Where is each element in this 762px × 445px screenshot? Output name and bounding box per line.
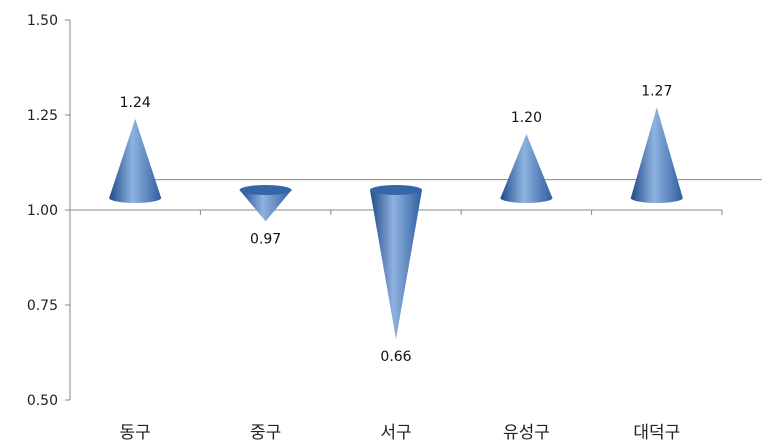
chart-labels: 1.24 동구 0.97 중구 0.66 서구 1.20 유성구 1.27 대덕구 (120, 83, 681, 443)
cone-body (630, 107, 683, 198)
cone-body (109, 118, 162, 198)
cone-mark (239, 185, 292, 222)
y-tick-label: 1.25 (27, 108, 58, 124)
y-tick-label: 0.75 (27, 298, 58, 314)
data-label: 0.66 (380, 349, 411, 365)
cone-marks (109, 107, 683, 340)
data-label: 0.97 (250, 231, 281, 247)
y-tick-label: 1.50 (27, 13, 58, 29)
category-label: 동구 (120, 423, 151, 443)
cone-body (370, 190, 422, 340)
y-tick-label: 1.00 (27, 203, 58, 219)
cone-mark (370, 185, 422, 340)
data-label: 1.24 (120, 95, 151, 111)
category-label: 유성구 (503, 423, 550, 443)
category-label: 중구 (250, 423, 281, 443)
data-label: 1.27 (641, 83, 672, 99)
cone-body (500, 134, 553, 198)
cone-top (370, 185, 422, 195)
cone-base (630, 193, 683, 203)
cone-base (109, 193, 162, 203)
cone-mark (500, 134, 553, 203)
cone-mark (630, 107, 683, 203)
cone-base (500, 193, 553, 203)
y-tick-label: 0.50 (27, 393, 58, 409)
axes: 0.50 0.75 1.00 1.25 1.50 (27, 13, 762, 409)
category-label: 대덕구 (633, 423, 680, 443)
cone-mark (109, 118, 162, 203)
cone-body (239, 190, 292, 222)
cone-top (239, 185, 292, 195)
category-label: 서구 (380, 423, 411, 443)
data-label: 1.20 (511, 110, 542, 126)
